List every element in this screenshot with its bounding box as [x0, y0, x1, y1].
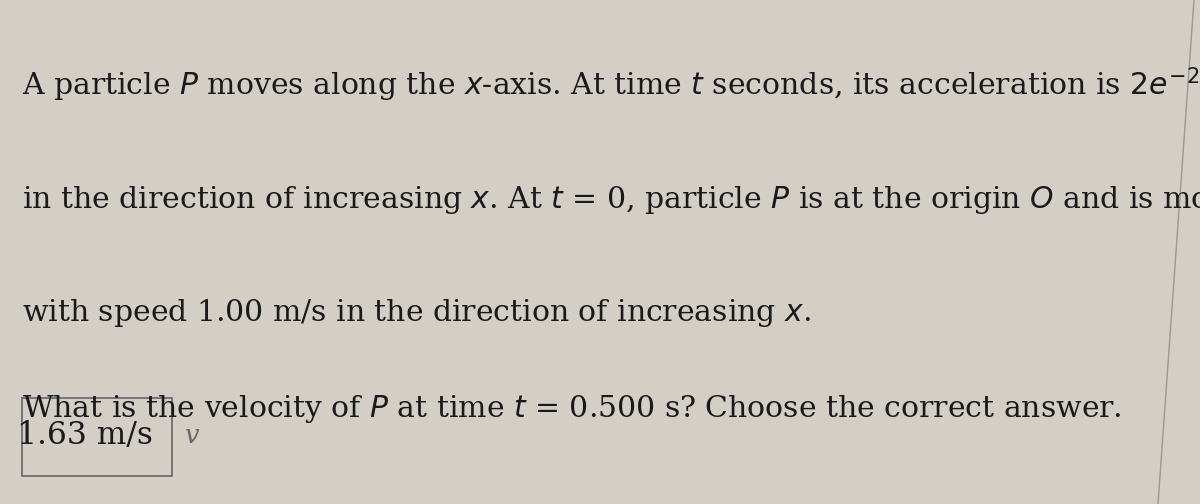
Text: with speed 1.00 m/s in the direction of increasing $x$.: with speed 1.00 m/s in the direction of … [22, 297, 810, 329]
Text: What is the velocity of $P$ at time $t$ = 0.500 s? Choose the correct answer.: What is the velocity of $P$ at time $t$ … [22, 393, 1121, 425]
Text: v: v [184, 423, 198, 448]
Text: A particle $P$ moves along the $x$-axis. At time $t$ seconds, its acceleration i: A particle $P$ moves along the $x$-axis.… [22, 66, 1200, 104]
Text: in the direction of increasing $x$. At $t$ = 0, particle $P$ is at the origin $O: in the direction of increasing $x$. At $… [22, 184, 1200, 216]
Text: 1.63 m/s: 1.63 m/s [17, 420, 152, 451]
FancyBboxPatch shape [22, 398, 172, 476]
